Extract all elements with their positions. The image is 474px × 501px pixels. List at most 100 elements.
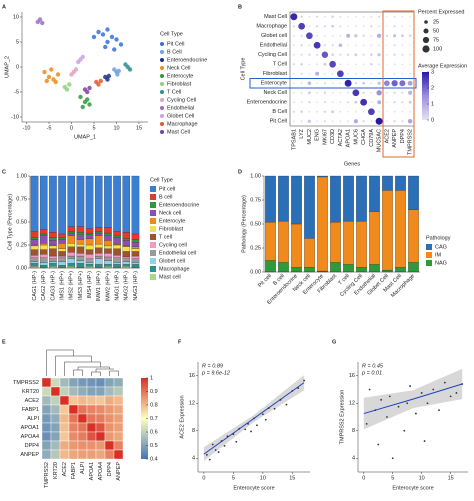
bar-segment [58, 257, 66, 262]
row-label: Enteroendocrine [247, 100, 287, 106]
heatmap-cell [41, 404, 52, 415]
column-label: ALPI [80, 462, 86, 474]
bar-segment [343, 175, 354, 222]
heatmap-cell [50, 377, 61, 388]
point [426, 402, 429, 405]
point [247, 422, 250, 425]
dot [362, 72, 365, 75]
point [223, 444, 226, 447]
bar-segment [131, 239, 140, 243]
heatmap-cell [41, 413, 52, 424]
legend-label: Enteroendocrine [167, 57, 207, 63]
x-tick-label: 10 [419, 475, 425, 481]
heatmap-cell [95, 422, 106, 433]
bar-segment [408, 175, 419, 210]
color-legend-title: Average Expression [418, 63, 467, 69]
point [112, 47, 117, 52]
heatmap-cell [68, 395, 79, 406]
bar-segment [76, 175, 85, 227]
legend-swatch [160, 130, 164, 134]
column-label: ANPEP [392, 129, 398, 148]
bar-segment [278, 262, 289, 273]
dot [307, 119, 311, 123]
row-label: APOA1 [21, 425, 39, 431]
x-tick-label: 5 [391, 475, 394, 481]
heatmap-cell [104, 404, 115, 415]
bar-segment [58, 251, 66, 257]
dot [339, 110, 342, 113]
dot [386, 16, 388, 18]
bar-segment [58, 237, 66, 240]
bar-segment [58, 243, 66, 249]
bar-segment [408, 209, 419, 263]
x-tick-label: IMS3 (HP+) [78, 271, 84, 300]
annotation: R = 0.45 [362, 363, 384, 369]
point [409, 385, 412, 387]
y-axis-label: ACE2 Expression [179, 395, 185, 438]
heatmap-cell [41, 431, 52, 442]
dot [353, 119, 359, 124]
legend-swatch [160, 42, 164, 46]
dot [300, 101, 303, 104]
row-label: Fibroblast [263, 71, 288, 77]
heatmap-cell [104, 449, 115, 460]
row-label: ANPEP [20, 452, 39, 458]
point [114, 37, 119, 42]
dot [408, 100, 412, 104]
dot [362, 15, 365, 18]
point [455, 392, 458, 394]
heatmap-cell [59, 449, 70, 460]
size-legend-dot [423, 28, 429, 34]
dot [300, 34, 303, 37]
bar-segment [76, 255, 85, 261]
bar-segment [356, 220, 367, 268]
heatmap-cell [77, 422, 88, 433]
dot [362, 34, 365, 37]
heatmap-cell [59, 386, 70, 397]
dot [316, 15, 319, 18]
bar-segment [67, 258, 76, 264]
dot [401, 72, 404, 75]
dot [323, 62, 327, 66]
panel-label: A [2, 4, 6, 10]
dot [293, 34, 295, 37]
dot [409, 53, 412, 56]
legend-label: Fibroblast [159, 226, 184, 232]
column-label: DPP4 [107, 462, 113, 476]
dot [300, 44, 303, 47]
legend-label: Globet Cell [167, 113, 194, 119]
legend-label: B cell [159, 194, 172, 200]
dot [401, 53, 404, 56]
column-label: TMPRSS2 [408, 129, 414, 155]
x-tick-label: 15 [448, 475, 454, 481]
column-label: CHGA [361, 129, 367, 145]
dot [331, 15, 334, 18]
dot [308, 44, 311, 47]
dot [376, 90, 382, 96]
bar-segment [30, 257, 39, 262]
dot [307, 81, 312, 86]
panel-label: C [2, 169, 6, 175]
dot [386, 91, 388, 94]
heatmap-cell [113, 422, 124, 433]
legend-label: B Cell [167, 49, 182, 55]
dot [360, 98, 368, 106]
bar-segment [30, 231, 39, 238]
legend-label: Enteroendocrine [159, 202, 199, 208]
point [267, 407, 270, 409]
heatmap-cell [41, 440, 52, 451]
panel-label: B [238, 4, 242, 10]
annotation: p = 0.01 [361, 370, 382, 376]
y-tick-label: 16 [349, 373, 355, 379]
bar-segment [131, 264, 140, 268]
bar-segment [369, 264, 380, 273]
point [443, 381, 446, 384]
dot [401, 25, 404, 28]
legend-label: Macrophage [167, 121, 198, 127]
bar-segment [104, 264, 112, 267]
dot [362, 110, 365, 113]
column-label: FABP1 [71, 462, 77, 479]
heatmap-cell [86, 440, 97, 451]
bar-segment [67, 175, 76, 227]
